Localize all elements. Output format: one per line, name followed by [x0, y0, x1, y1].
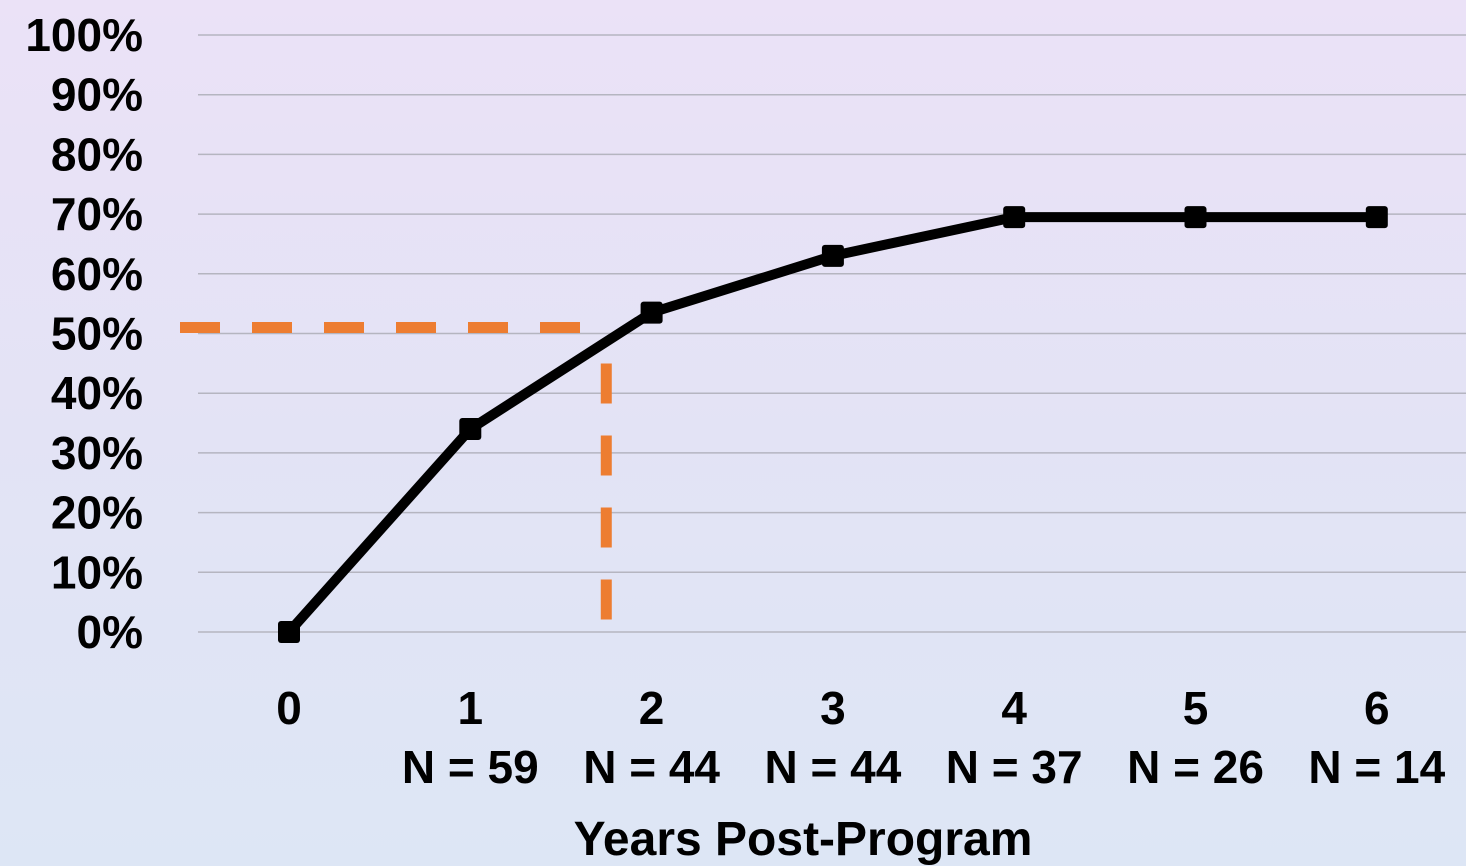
x-axis-title: Years Post-Program [574, 813, 1033, 866]
y-axis-ticks: 0% 10% 20% 30% 40% 50% 60% 70% 80% 90% 100% [25, 9, 143, 658]
y-tick-label: 90% [51, 69, 143, 121]
data-point-marker [1003, 206, 1026, 229]
data-point-marker [459, 418, 482, 441]
sample-size-label: N = 44 [583, 741, 720, 793]
x-tick-label: 1 [458, 682, 484, 734]
y-tick-label: 10% [51, 546, 143, 598]
series-line [284, 212, 1382, 637]
y-tick-label: 50% [51, 308, 143, 360]
sample-size-label: N = 26 [1127, 741, 1264, 793]
x-axis-ticks: 0 1 N = 59 2 N = 44 3 N = 44 4 N = 37 5 N = 26 6 N =… [276, 682, 1445, 793]
reference-lines [180, 322, 612, 628]
y-tick-label: 80% [51, 128, 143, 180]
x-tick-label: 2 [639, 682, 665, 734]
y-tick-label: 20% [51, 487, 143, 539]
sample-size-label: N = 59 [402, 741, 539, 793]
y-tick-label: 30% [51, 427, 143, 479]
x-tick-label: 4 [1001, 682, 1027, 734]
y-tick-label: 70% [51, 188, 143, 240]
x-tick-label: 3 [820, 682, 846, 734]
y-tick-label: 100% [25, 9, 143, 61]
y-tick-label: 40% [51, 367, 143, 419]
y-tick-label: 60% [51, 248, 143, 300]
gridlines [198, 34, 1466, 633]
data-point-marker [640, 301, 663, 324]
data-point-marker [278, 621, 300, 643]
sample-size-label: N = 37 [946, 741, 1083, 793]
x-tick-label: 5 [1183, 682, 1209, 734]
data-point-marker [1184, 206, 1207, 229]
data-point-marker [821, 244, 844, 267]
x-tick-label: 6 [1364, 682, 1390, 734]
series-group [278, 206, 1388, 643]
x-tick-label: 0 [276, 682, 302, 734]
y-tick-label: 0% [77, 606, 143, 658]
data-point-marker [1365, 206, 1388, 229]
sample-size-label: N = 44 [764, 741, 901, 793]
sample-size-label: N = 14 [1308, 741, 1445, 793]
